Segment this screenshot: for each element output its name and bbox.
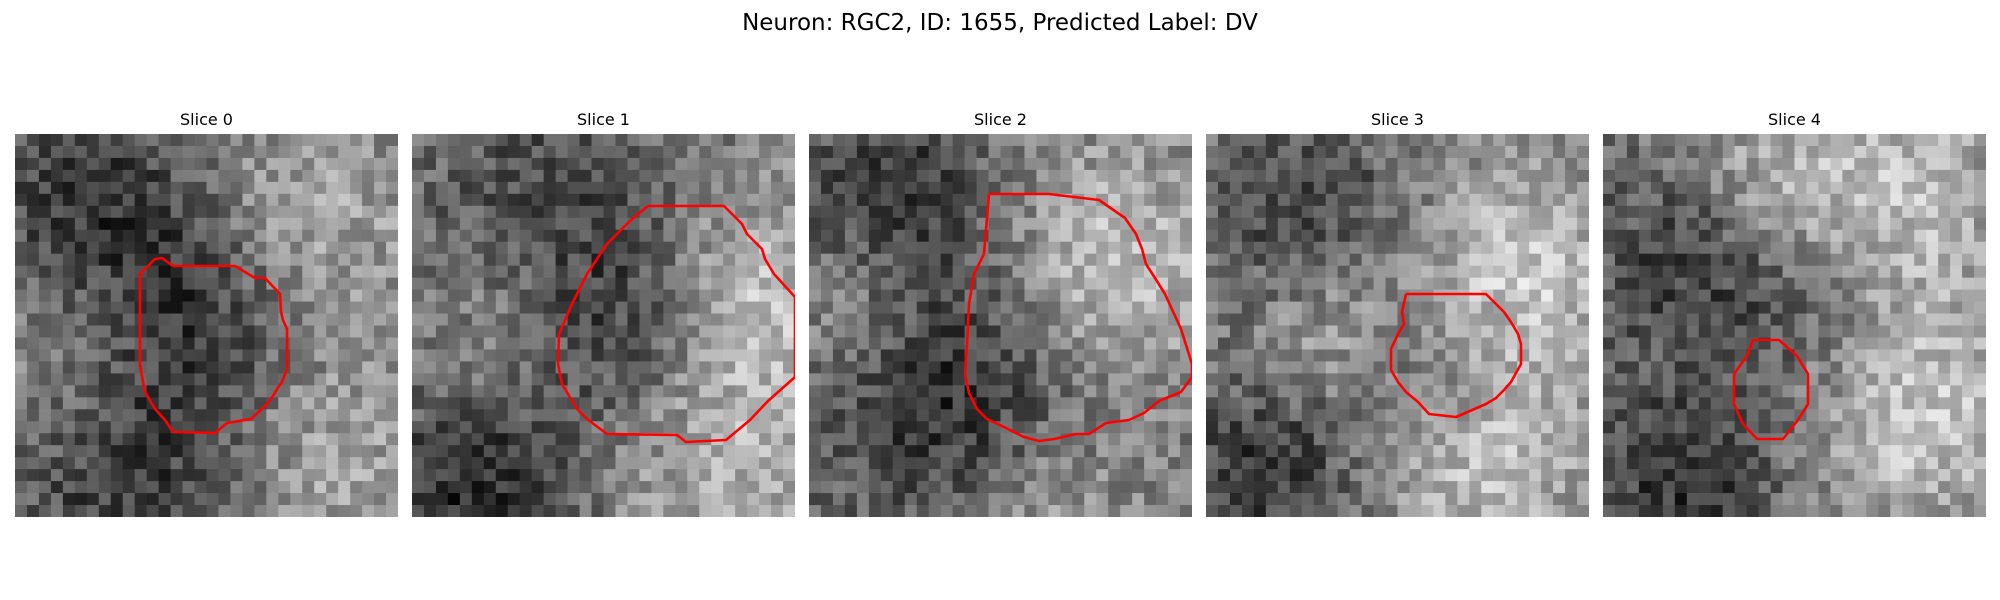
slice-image (412, 134, 795, 517)
slice-panel-1: Slice 1 (412, 108, 795, 528)
figure-title: Neuron: RGC2, ID: 1655, Predicted Label:… (742, 10, 1258, 36)
slice-panel-0: Slice 0 (15, 108, 398, 528)
slice-title: Slice 2 (974, 110, 1027, 129)
roi-contour (1389, 292, 1523, 419)
slice-panel-4: Slice 4 (1603, 108, 1986, 528)
roi-contour (556, 204, 795, 444)
roi-contour (138, 256, 289, 435)
pixel-grid (1206, 134, 1589, 517)
slice-title: Slice 4 (1768, 110, 1821, 129)
pixel-grid (412, 134, 795, 517)
slice-panel-2: Slice 2 (809, 108, 1192, 528)
slice-title: Slice 1 (577, 110, 630, 129)
slice-image (1206, 134, 1589, 517)
pixel-grid (1603, 134, 1986, 517)
slice-image (809, 134, 1192, 517)
slice-image (1603, 134, 1986, 517)
slice-image (15, 134, 398, 517)
roi-contour (1732, 338, 1810, 441)
pixel-grid (15, 134, 398, 517)
pixel-grid (809, 134, 1192, 517)
slice-title: Slice 3 (1371, 110, 1424, 129)
roi-contour (963, 192, 1192, 443)
slice-title: Slice 0 (180, 110, 233, 129)
slice-panel-3: Slice 3 (1206, 108, 1589, 528)
